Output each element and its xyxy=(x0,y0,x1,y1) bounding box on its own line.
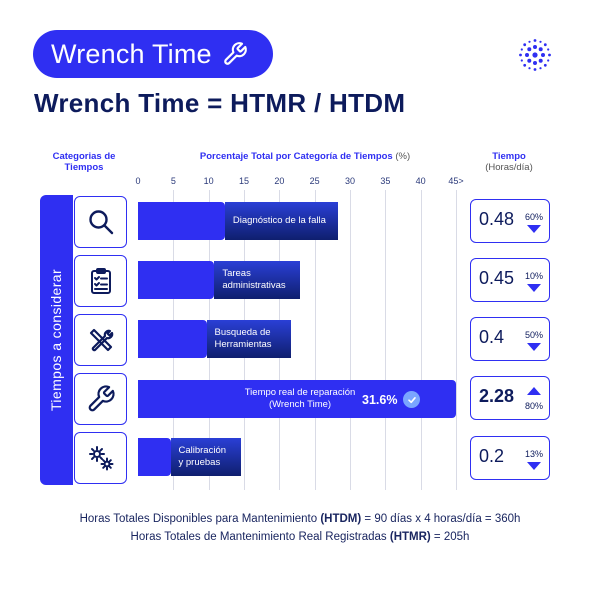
time-box-wrench: 2.28 80% xyxy=(470,376,550,420)
row-icon-box-wrench xyxy=(74,373,127,425)
time-value: 0.4 xyxy=(479,327,505,347)
row-icon-box-calibracion xyxy=(74,432,127,484)
bar xyxy=(138,202,225,240)
side-category-bar xyxy=(40,195,73,485)
brand-logo-icon xyxy=(519,39,551,71)
footer-htdm-abbr: (HTDM) xyxy=(320,513,362,525)
down-arrow-icon xyxy=(527,343,541,351)
x-tick-label: 10 xyxy=(203,176,214,186)
bar-label: Tiempo real de reparación (Wrench Time) xyxy=(244,387,356,410)
footer-htmr-value: = 205h xyxy=(430,531,470,543)
up-arrow-icon xyxy=(527,387,541,395)
footer-htdm: Horas Totales Disponibles para Mantenimi… xyxy=(0,513,600,525)
time-box-calibracion: 0.2 13% xyxy=(470,436,550,480)
tools-icon xyxy=(89,328,113,352)
footer-htmr: Horas Totales de Mantenimiento Real Regi… xyxy=(0,531,600,543)
title-pill-text: Wrench Time xyxy=(51,38,212,69)
bar-label: Busqueda de Herramientas xyxy=(206,320,291,358)
time-percent: 10% xyxy=(524,271,543,281)
bar-label: Diagnóstico de la falla xyxy=(224,202,338,240)
bar xyxy=(138,438,171,476)
percentage-header-unit: (%) xyxy=(395,151,411,162)
time-value: 2.28 xyxy=(479,386,515,406)
time-header-unit: (Horas/día) xyxy=(485,162,533,173)
gridline xyxy=(314,190,316,490)
footer-htdm-text: Horas Totales Disponibles para Mantenimi… xyxy=(79,513,321,525)
x-tick-label: 25 xyxy=(309,176,320,186)
bar-label: Tareas administrativas xyxy=(214,261,301,299)
percentage-header: Porcentaje Total por Categoría de Tiempo… xyxy=(150,151,460,162)
bar-label: Calibración y pruebas xyxy=(170,438,241,476)
row-icon-box-busqueda xyxy=(74,314,127,366)
time-box-busqueda: 0.4 50% xyxy=(470,317,550,361)
x-tick-label: 45> xyxy=(448,176,464,186)
percentage-header-text: Porcentaje Total por Categoría de Tiempo… xyxy=(199,151,393,162)
bar-value-label: 31.6% xyxy=(362,392,398,407)
x-tick-label: 30 xyxy=(344,176,356,186)
x-tick-label: 40 xyxy=(415,176,426,186)
check-icon xyxy=(403,391,421,408)
time-percent: 13% xyxy=(524,449,543,459)
formula-heading: Wrench Time = HTMR / HTDM xyxy=(34,88,406,118)
x-tick-label: 5 xyxy=(170,176,176,186)
wrench-icon xyxy=(223,42,247,65)
time-percent: 80% xyxy=(524,401,543,411)
categories-header: Categorias de Tiempos xyxy=(52,151,116,173)
x-tick-label: 35 xyxy=(380,176,391,186)
clipboard-icon xyxy=(90,268,111,294)
time-value: 0.2 xyxy=(479,446,505,466)
time-box-tareas: 0.45 10% xyxy=(470,258,550,302)
row-icon-box-tareas xyxy=(74,255,127,307)
gridline xyxy=(385,190,387,490)
x-tick-label: 15 xyxy=(238,176,250,186)
row-icon-box-diagnostico xyxy=(74,196,127,248)
footer-htmr-text: Horas Totales de Mantenimiento Real Regi… xyxy=(130,531,390,543)
gears-icon xyxy=(88,446,113,471)
footer-htdm-value: = 90 días x 4 horas/día = 360h xyxy=(361,513,521,525)
time-percent: 60% xyxy=(524,212,543,222)
x-tick-label: 0 xyxy=(135,176,141,186)
gridline xyxy=(420,190,422,490)
x-tick-label: 20 xyxy=(274,176,285,186)
side-category-label: Tiempos a considerar xyxy=(48,268,64,412)
time-value: 0.45 xyxy=(479,268,515,288)
time-header-text: Tiempo xyxy=(492,151,526,162)
bar xyxy=(138,320,207,358)
down-arrow-icon xyxy=(527,284,541,292)
time-value: 0.48 xyxy=(479,209,515,229)
title-pill: Wrench Time xyxy=(33,30,273,78)
footer-htmr-abbr: (HTMR) xyxy=(389,531,431,543)
bar xyxy=(138,380,456,418)
bar xyxy=(138,261,215,299)
down-arrow-icon xyxy=(527,462,541,470)
time-box-diagnostico: 0.48 60% xyxy=(470,199,550,243)
down-arrow-icon xyxy=(527,225,541,233)
search-icon xyxy=(88,210,113,235)
gridline xyxy=(456,190,457,490)
wrench-icon xyxy=(88,385,115,412)
time-header: Tiempo (Horas/día) xyxy=(466,151,552,173)
gridline xyxy=(350,190,351,490)
bar-value: 31.6% xyxy=(362,391,421,408)
time-percent: 50% xyxy=(524,330,543,340)
